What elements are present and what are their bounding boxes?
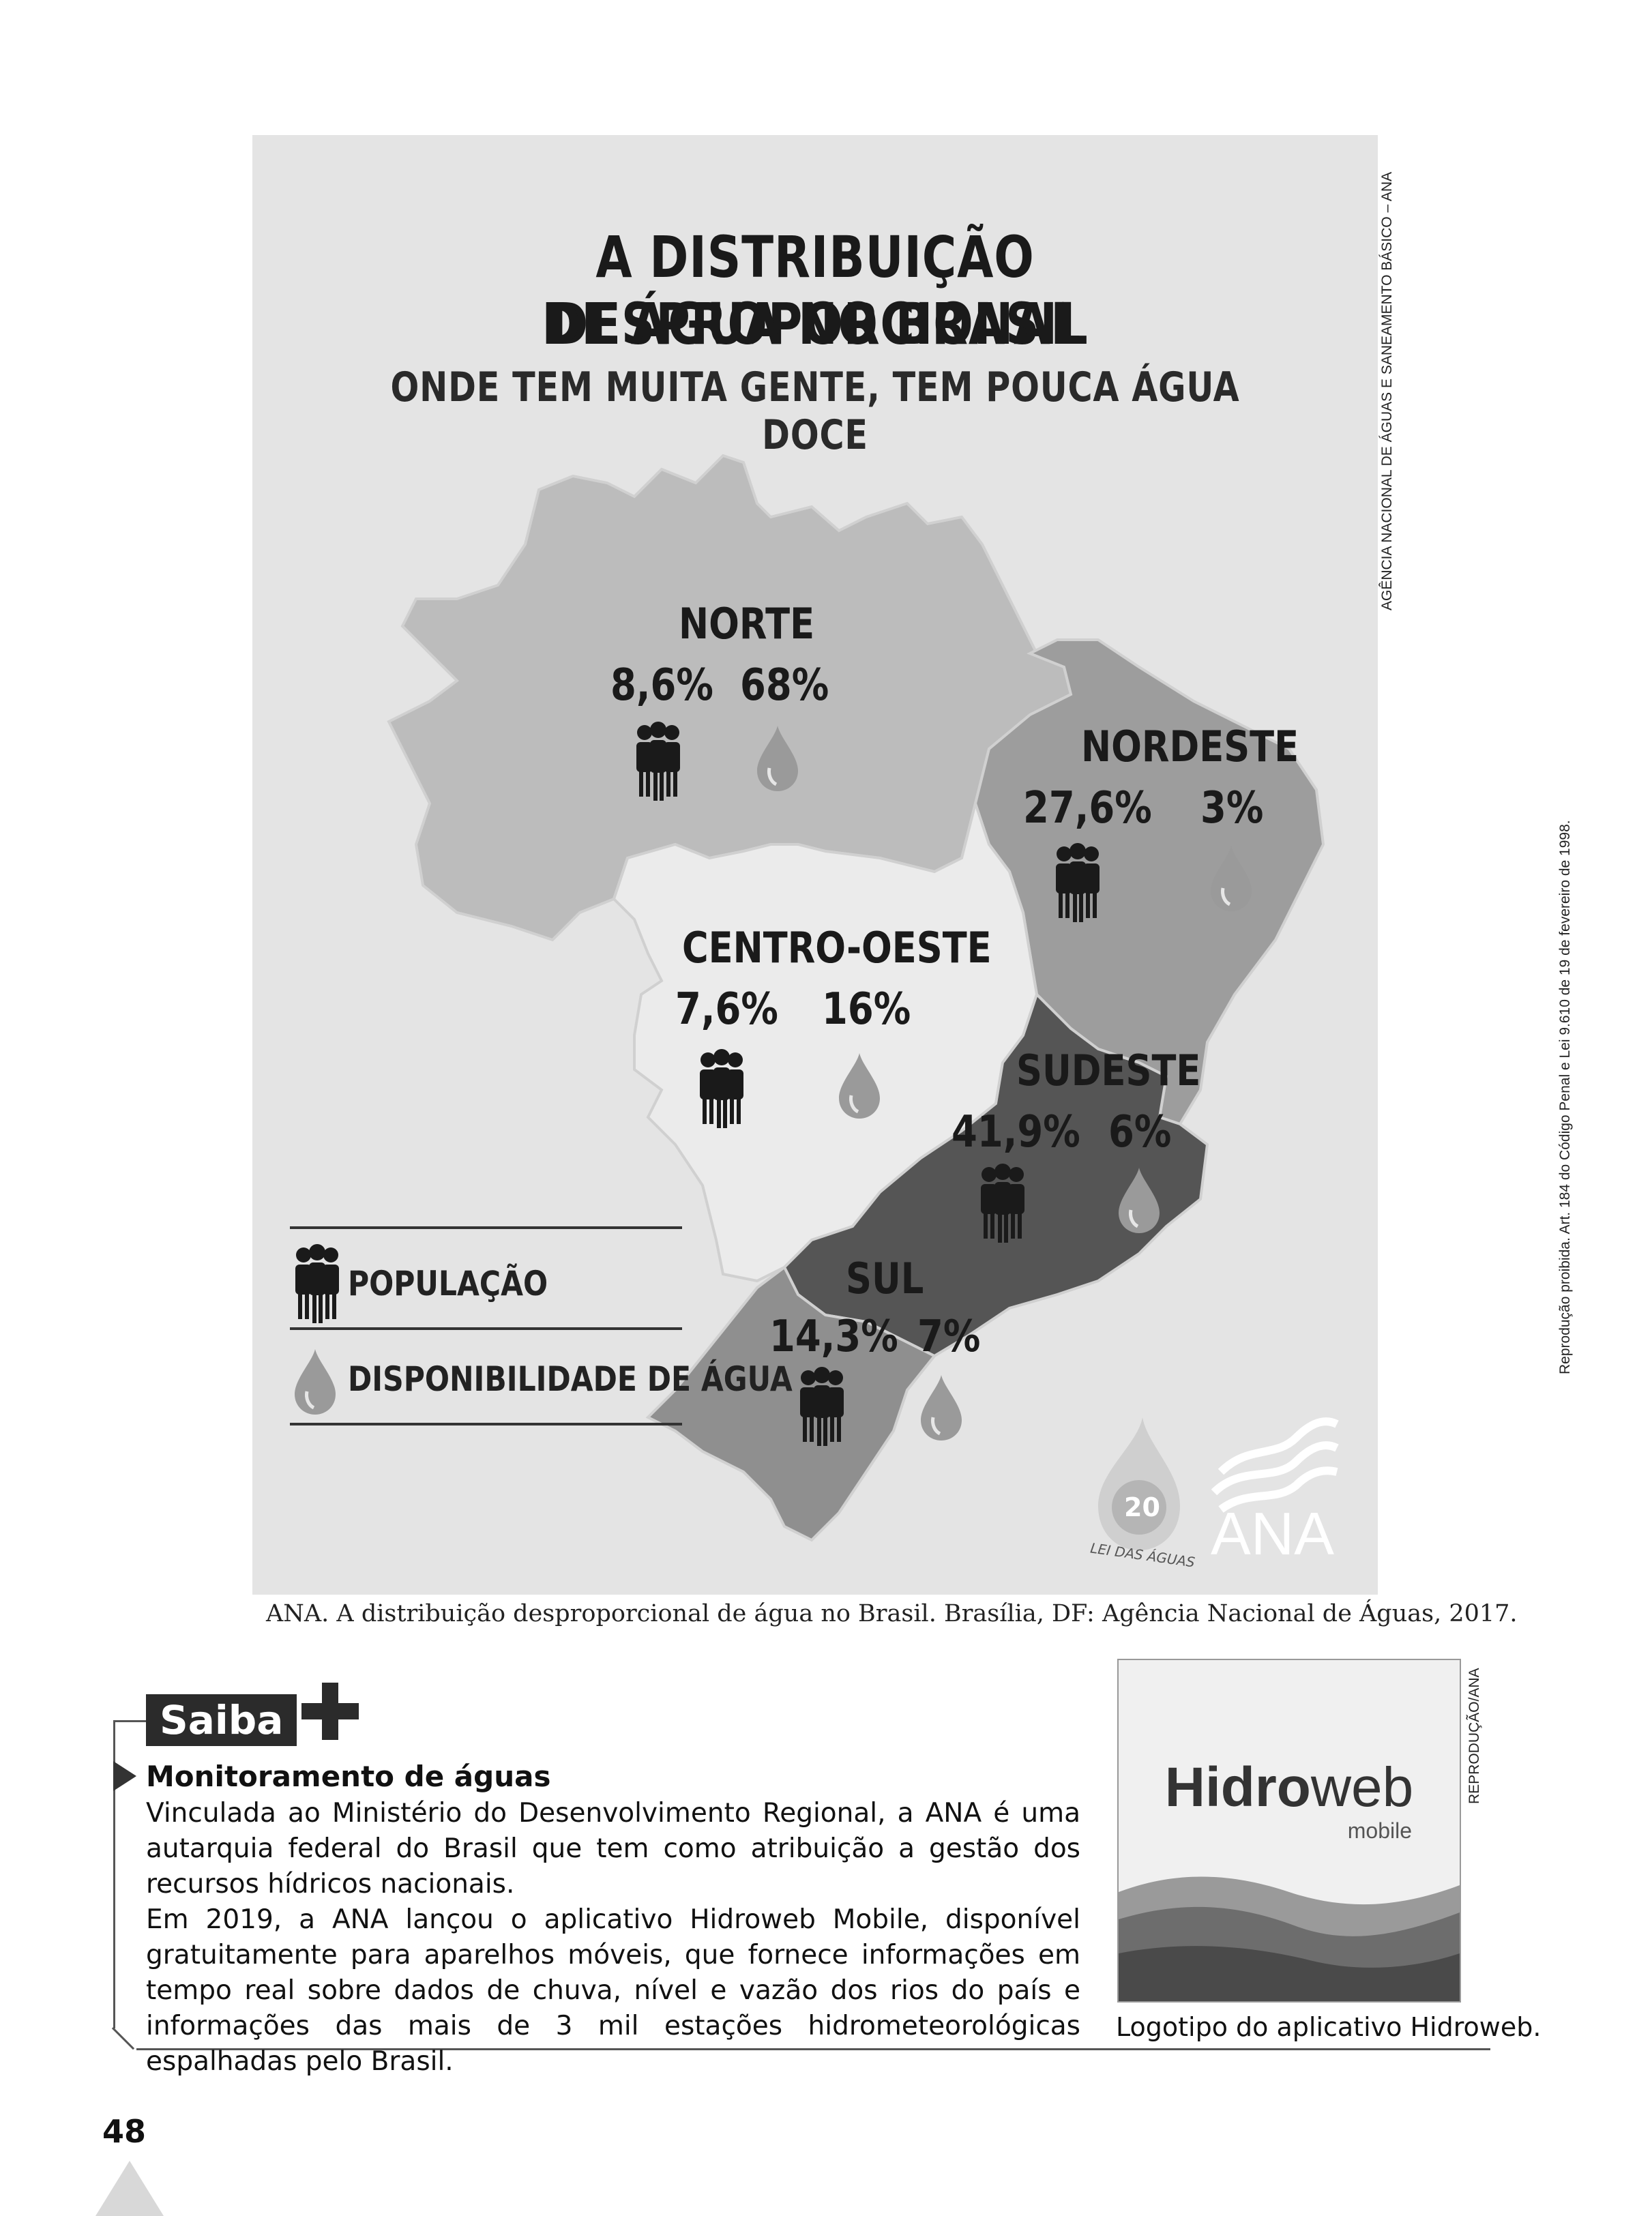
region-sul — [645, 1265, 937, 1542]
arrow-icon — [113, 1761, 136, 1791]
box-border — [113, 1720, 115, 2028]
logo-waves — [1119, 1876, 1460, 2001]
brazil-map — [252, 454, 1339, 1550]
ana-logo: ANA — [1211, 1500, 1334, 1567]
sudeste-water: 6% — [1108, 1107, 1172, 1157]
sul-water: 7% — [917, 1312, 981, 1362]
legend-population: POPULAÇÃO — [348, 1264, 548, 1303]
figure-credit: AGÊNCIA NACIONAL DE ÁGUAS E SANEAMENTO B… — [1379, 171, 1395, 610]
sudeste-population: 41,9% — [952, 1107, 1080, 1157]
plus-icon — [322, 1683, 338, 1740]
region-label-centro-oeste: CENTRO-OESTE — [682, 923, 992, 973]
legend-divider — [290, 1327, 682, 1330]
centro-oeste-population: 7,6% — [675, 984, 778, 1035]
logo-caption: Logotipo do aplicativo Hidroweb. — [1116, 2012, 1542, 2042]
box-border — [111, 2027, 135, 2050]
region-label-sudeste: SUDESTE — [1016, 1046, 1201, 1095]
region-label-nordeste: NORDESTE — [1081, 722, 1299, 771]
region-label-norte: NORTE — [679, 599, 815, 649]
nordeste-population: 27,6% — [1023, 783, 1152, 833]
norte-water: 68% — [740, 660, 829, 711]
figure-caption: ANA. A distribuição desproporcional de á… — [266, 1600, 1518, 1627]
norte-population: 8,6% — [610, 660, 713, 711]
hidroweb-logo: Hidroweb mobile — [1117, 1659, 1461, 2003]
logo-wordmark: Hidroweb — [1164, 1756, 1414, 1818]
legend-divider — [290, 1226, 682, 1229]
logo-sub: mobile — [1347, 1818, 1412, 1843]
sul-population: 14,3% — [769, 1312, 898, 1362]
figure-title-line2: DE ÁGUA NO BRASIL — [542, 291, 1089, 357]
figure-title-line1: A DISTRIBUIÇÃO DESPROPORCIONAL — [549, 224, 1081, 357]
box-paragraph-2: Em 2019, a ANA lançou o aplicativo Hidro… — [146, 1904, 1080, 2077]
box-border — [136, 2048, 1490, 2050]
seal-number: 20 — [1124, 1492, 1160, 1522]
saiba-tab: Saiba — [146, 1694, 297, 1746]
figure-subtitle: ONDE TEM MUITA GENTE, TEM POUCA ÁGUA DOC… — [390, 364, 1240, 459]
page-corner-triangle — [95, 2161, 164, 2216]
legend-divider — [290, 1423, 682, 1425]
logo-credit: REPRODUÇÃO/ANA — [1466, 1668, 1482, 1804]
infographic: A DISTRIBUIÇÃO DESPROPORCIONAL DE ÁGUA N… — [252, 135, 1378, 1595]
page-number: 48 — [102, 2113, 147, 2150]
centro-oeste-water: 16% — [822, 984, 911, 1035]
region-label-sul: SUL — [846, 1254, 924, 1303]
box-heading: Monitoramento de águas — [146, 1760, 551, 1793]
nordeste-water: 3% — [1200, 783, 1264, 833]
box-border — [113, 1720, 146, 1722]
legend-water: DISPONIBILIDADE DE ÁGUA — [348, 1359, 793, 1399]
legal-notice: Reprodução proibida. Art. 184 do Código … — [1557, 820, 1573, 1374]
box-paragraph-1: Vinculada ao Ministério do Desenvolvimen… — [146, 1798, 1080, 1900]
